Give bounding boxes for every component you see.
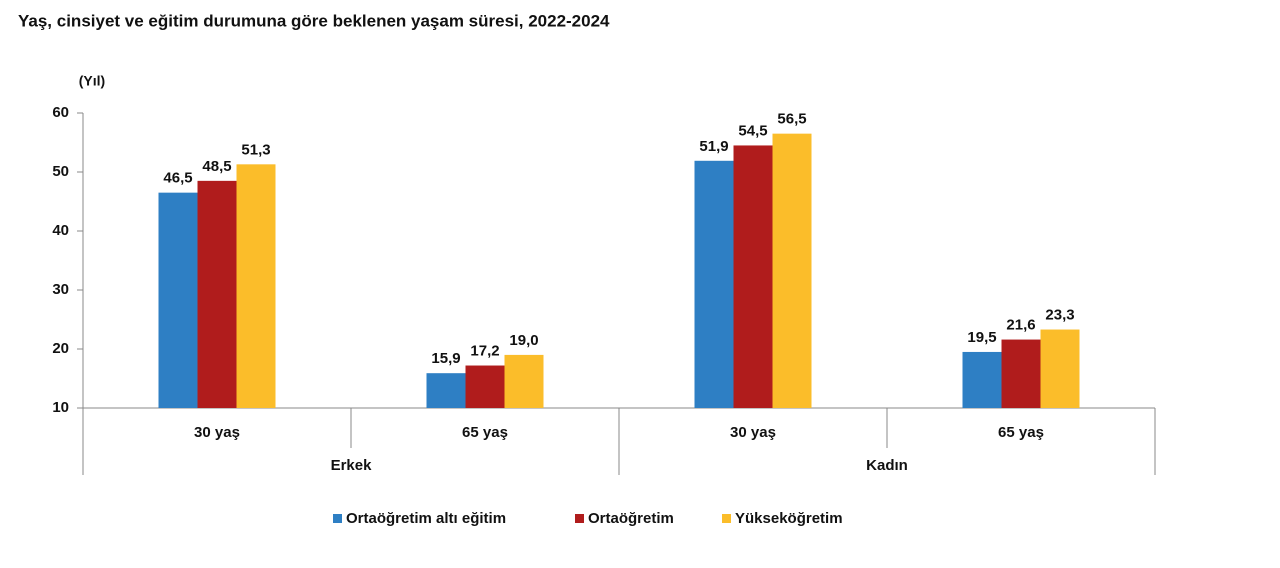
x-tick-label: 65 yaş (462, 424, 508, 441)
bar (733, 145, 773, 408)
x-tick-label: 30 yaş (730, 424, 776, 441)
group-label: Kadın (866, 457, 908, 474)
bar (158, 192, 198, 408)
value-label: 19,5 (967, 329, 996, 346)
x-tick-label: 30 yaş (194, 424, 240, 441)
value-label: 19,0 (509, 332, 538, 349)
y-tick-label: 50 (52, 163, 69, 180)
y-tick-label: 20 (52, 340, 69, 357)
chart-title: Yaş, cinsiyet ve eğitim durumuna göre be… (18, 11, 610, 30)
y-tick-label: 10 (52, 399, 69, 416)
x-tick-label: 65 yaş (998, 424, 1044, 441)
y-axis-label: (Yıl) (79, 73, 105, 89)
legend-label: Ortaöğretim (588, 510, 674, 527)
group-label: Erkek (331, 457, 373, 474)
bar (504, 354, 544, 408)
bar (694, 160, 734, 408)
legend-label: Ortaöğretim altı eğitim (346, 510, 506, 527)
value-label: 51,9 (699, 138, 728, 155)
value-label: 51,3 (241, 141, 270, 158)
bar (1040, 329, 1080, 408)
y-tick-label: 30 (52, 281, 69, 298)
bar (197, 180, 237, 408)
value-label: 48,5 (202, 158, 231, 175)
bar (236, 164, 276, 408)
legend-swatch (575, 514, 584, 523)
value-label: 23,3 (1045, 306, 1074, 323)
bar (1001, 339, 1041, 408)
bar (426, 373, 466, 408)
value-label: 54,5 (738, 122, 767, 139)
y-tick-label: 60 (52, 104, 69, 121)
bar (962, 351, 1002, 408)
value-label: 15,9 (431, 350, 460, 367)
value-label: 56,5 (777, 111, 806, 128)
bar (465, 365, 505, 408)
value-label: 46,5 (163, 170, 192, 187)
value-label: 21,6 (1006, 317, 1035, 334)
y-tick-label: 40 (52, 222, 69, 239)
value-label: 17,2 (470, 342, 499, 359)
legend-label: Yükseköğretim (735, 510, 843, 527)
legend-swatch (722, 514, 731, 523)
bar (772, 133, 812, 408)
legend-swatch (333, 514, 342, 523)
